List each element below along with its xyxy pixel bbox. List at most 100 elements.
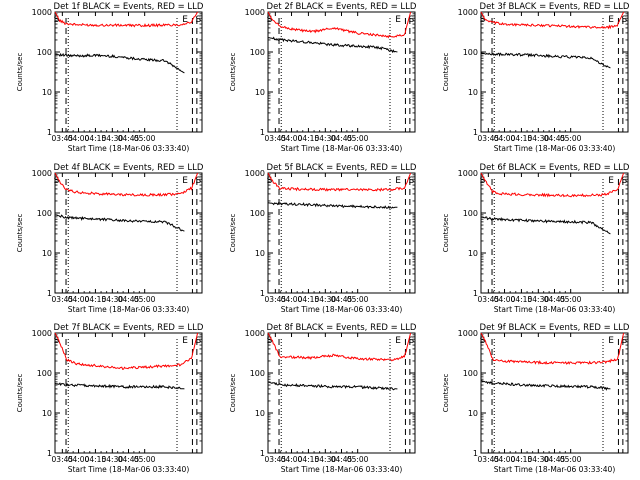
y-tick-label: 100 [37, 369, 52, 378]
y-tick-label: 100 [37, 209, 52, 218]
interval-marker-s: S [54, 336, 60, 346]
interval-marker-s: S [267, 15, 273, 25]
interval-marker-e: E [182, 336, 188, 346]
y-axis-label: Counts/sec [229, 53, 237, 92]
event-rate-line [54, 214, 185, 232]
y-axis-label: Counts/sec [229, 374, 237, 413]
y-tick-label: 1 [260, 128, 265, 137]
y-tick-label: 1000 [245, 169, 265, 178]
x-tick-label: 05:00 [134, 455, 156, 464]
x-axis-label: Start Time (18-Mar-06 03:33:40) [281, 305, 403, 314]
interval-marker-s: S [267, 176, 273, 186]
y-tick-label: 100 [37, 48, 52, 57]
interval-marker-e: E [608, 15, 614, 25]
interval-marker-e: E [182, 176, 188, 186]
y-tick-label: 100 [250, 48, 265, 57]
x-axis-label: Start Time (18-Mar-06 03:33:40) [68, 305, 190, 314]
x-tick-label: 04:15 [85, 455, 107, 464]
x-tick-label: 03:45 [265, 455, 287, 464]
interval-marker-s: S [621, 176, 627, 186]
x-tick-label: 04:15 [511, 295, 533, 304]
y-tick-label: 1 [47, 289, 52, 298]
chart-panel-2: Det 2f BLACK = Events, RED = LLD Counts/s… [229, 2, 417, 153]
y-axis-label: Counts/sec [16, 53, 24, 92]
y-axis-label: Counts/sec [442, 214, 450, 253]
x-tick-label: 05:00 [560, 134, 582, 143]
interval-marker-s: S [480, 15, 486, 25]
interval-marker-e: E [182, 15, 188, 25]
x-axis-label: Start Time (18-Mar-06 03:33:40) [281, 144, 403, 153]
chart-title: Det 6f BLACK = Events, RED = LLD [480, 163, 630, 173]
plot-frame [480, 11, 629, 133]
y-tick-label: 10 [255, 88, 265, 97]
y-tick-label: 1000 [245, 329, 265, 338]
chart-panel-8: Det 8f BLACK = Events, RED = LLD Counts/s… [229, 323, 417, 474]
chart-title: Det 7f BLACK = Events, RED = LLD [54, 323, 204, 333]
plot-frame [54, 332, 203, 454]
interval-marker-s: S [54, 15, 60, 25]
y-tick-label: 10 [255, 409, 265, 418]
interval-marker-s: S [621, 15, 627, 25]
x-axis-label: Start Time (18-Mar-06 03:33:40) [494, 465, 616, 474]
event-rate-line [54, 382, 185, 390]
interval-marker-e: E [608, 336, 614, 346]
x-tick-label: 04:30 [102, 134, 124, 143]
y-tick-label: 10 [468, 249, 478, 258]
x-tick-label: 04:00 [281, 134, 303, 143]
y-tick-label: 1 [473, 449, 478, 458]
interval-marker-s: S [408, 176, 414, 186]
y-axis-label: Counts/sec [16, 374, 24, 413]
plot-frame [480, 332, 629, 454]
y-tick-label: 10 [42, 249, 52, 258]
x-axis-label: Start Time (18-Mar-06 03:33:40) [494, 305, 616, 314]
interval-marker-s: S [195, 15, 201, 25]
plot-frame [480, 172, 629, 294]
chart-panel-5: Det 5f BLACK = Events, RED = LLD Counts/s… [229, 163, 417, 314]
interval-marker-s: S [408, 15, 414, 25]
y-tick-label: 1000 [458, 329, 478, 338]
event-rate-line [54, 52, 185, 74]
chart-panel-3: Det 3f BLACK = Events, RED = LLD Counts/s… [442, 2, 630, 153]
x-tick-label: 04:00 [494, 134, 516, 143]
x-tick-label: 04:00 [68, 455, 90, 464]
chart-title: Det 5f BLACK = Events, RED = LLD [267, 163, 417, 173]
y-tick-label: 1000 [32, 8, 52, 17]
y-tick-label: 10 [468, 409, 478, 418]
x-tick-label: 03:45 [478, 295, 500, 304]
x-tick-label: 04:00 [68, 134, 90, 143]
x-tick-label: 03:45 [52, 455, 74, 464]
x-tick-label: 03:45 [52, 134, 74, 143]
event-rate-line [267, 381, 398, 391]
x-tick-label: 04:15 [511, 455, 533, 464]
chart-panel-4: Det 4f BLACK = Events, RED = LLD Counts/s… [16, 163, 204, 314]
x-tick-label: 05:00 [134, 295, 156, 304]
lld-rate-line [480, 332, 625, 365]
chart-title: Det 4f BLACK = Events, RED = LLD [54, 163, 204, 173]
interval-marker-e: E [395, 15, 401, 25]
x-tick-label: 04:00 [281, 455, 303, 464]
x-tick-label: 04:30 [528, 295, 550, 304]
plot-frame [267, 332, 416, 454]
interval-marker-s: S [480, 336, 486, 346]
x-axis-label: Start Time (18-Mar-06 03:33:40) [68, 144, 190, 153]
y-axis-label: Counts/sec [16, 214, 24, 253]
x-tick-label: 04:00 [494, 455, 516, 464]
interval-marker-s: S [195, 336, 201, 346]
x-tick-label: 04:45 [331, 134, 353, 143]
chart-title: Det 2f BLACK = Events, RED = LLD [267, 2, 417, 12]
x-tick-label: 03:45 [265, 134, 287, 143]
chart-panel-1: Det 1f BLACK = Events, RED = LLD Counts/s… [16, 2, 204, 153]
lld-rate-line [267, 11, 412, 39]
x-tick-label: 04:45 [544, 295, 566, 304]
y-tick-label: 100 [250, 369, 265, 378]
lld-rate-line [54, 11, 199, 28]
y-tick-label: 1000 [32, 329, 52, 338]
x-tick-label: 03:45 [52, 295, 74, 304]
x-tick-label: 03:45 [478, 455, 500, 464]
lld-rate-line [480, 11, 625, 30]
event-rate-line [480, 216, 611, 235]
chart-title: Det 8f BLACK = Events, RED = LLD [267, 323, 417, 333]
chart-title: Det 3f BLACK = Events, RED = LLD [480, 2, 630, 12]
lld-rate-line [54, 332, 199, 371]
